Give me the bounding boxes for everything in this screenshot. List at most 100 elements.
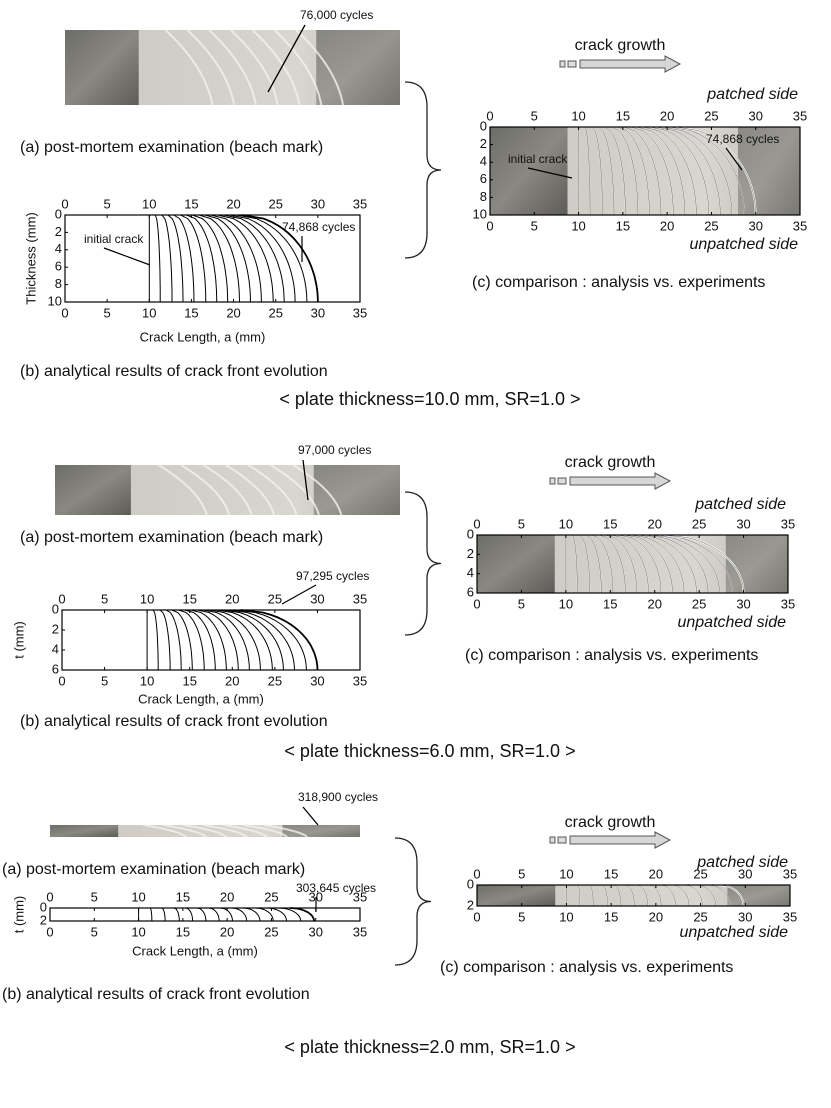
crack-front: [222, 609, 284, 671]
photo-ligament: [313, 465, 400, 515]
crack-front-shadow: [648, 884, 662, 906]
crack-front: [243, 907, 261, 921]
crack-front: [167, 214, 184, 302]
photo-notch: [50, 825, 119, 837]
x-tick-label-bottom: 35: [783, 909, 797, 924]
beach-mark: [295, 29, 345, 106]
cycles-arrow: [302, 459, 309, 501]
crack-front-shadow: [643, 126, 697, 216]
crack-front: [197, 609, 239, 670]
x-tick-label-top: 0: [61, 196, 68, 211]
crack-front: [203, 609, 250, 670]
x-tick-label-top: 30: [310, 591, 324, 606]
growth-arrow: [569, 472, 672, 490]
x-tick-label-bottom: 25: [268, 673, 282, 688]
crack-front-shadow: [611, 126, 639, 215]
unpatched-label: unpatched side: [679, 924, 788, 941]
unpatched-label: unpatched side: [677, 614, 786, 631]
beach-mark: [247, 464, 298, 516]
crack-front: [234, 609, 307, 671]
crack-front: [198, 214, 240, 303]
x-tick-label-top: 25: [692, 516, 706, 531]
photo-notch: [55, 465, 131, 515]
x-tick-label-top: 35: [783, 866, 797, 881]
crack-front: [229, 214, 296, 303]
photo-ligament: [727, 885, 790, 906]
x-tick-label-top: 35: [781, 516, 795, 531]
y-axis-label: t (mm): [11, 621, 26, 659]
crack-front: [231, 907, 248, 921]
beach-mark: [223, 824, 268, 838]
x-tick-label-bottom: 10: [559, 596, 573, 611]
x-tick-label-bottom: 0: [473, 909, 480, 924]
x-tick-label-bottom: 30: [310, 673, 324, 688]
x-tick-label-bottom: 15: [603, 596, 617, 611]
crack-front: [178, 609, 205, 670]
y-tick-label: 8: [480, 189, 487, 204]
plot-frame: [61, 609, 361, 671]
x-tick-label-bottom: 0: [473, 596, 480, 611]
crack-front-shadow: [644, 534, 709, 593]
photo-ligament: [725, 535, 788, 593]
x-tick-label-bottom: 35: [353, 924, 367, 939]
x-tick-label-top: 10: [131, 889, 145, 904]
x-tick-label-top: 30: [748, 108, 762, 123]
caption-a: (a) post-mortem examination (beach mark): [2, 861, 305, 878]
crack-front-shadow: [636, 126, 686, 216]
photo-notch: [490, 127, 568, 215]
beach-mark: [225, 464, 276, 516]
crack-front: [241, 214, 319, 303]
beach-mark: [292, 464, 343, 516]
crack-front-shadow: [660, 884, 676, 906]
y-tick-label: 4: [467, 565, 474, 580]
x-tick-label-top: 20: [660, 108, 674, 123]
beach-mark: [180, 464, 231, 516]
beach-mark: [164, 29, 214, 106]
crack-front: [236, 214, 308, 303]
caption-a: (a) post-mortem examination (beach mark): [20, 529, 323, 546]
crack-front-shadow: [611, 534, 649, 593]
growth-arrow: [579, 55, 682, 73]
y-tick-label: 8: [55, 276, 62, 291]
x-tick-label-bottom: 0: [61, 305, 68, 320]
x-tick-label-bottom: 25: [704, 218, 718, 233]
growth-box: [549, 477, 556, 485]
patched-label: patched side: [694, 496, 786, 513]
x-tick-label-top: 0: [486, 108, 493, 123]
crack-front-shadow: [671, 884, 690, 906]
x-tick-label-top: 10: [142, 196, 156, 211]
y-tick-label: 2: [55, 224, 62, 239]
crack-front: [204, 214, 251, 302]
crack-front: [196, 907, 207, 921]
crack-front-shadow: [613, 884, 622, 906]
x-tick-label-bottom: 5: [531, 218, 538, 233]
y-tick-label: 0: [40, 899, 47, 914]
y-tick-label: 2: [467, 546, 474, 561]
x-tick-label-bottom: 5: [104, 305, 111, 320]
beach-mark: [157, 464, 208, 516]
photo-notch: [477, 885, 556, 906]
beach-mark: [202, 464, 253, 516]
beach-mark: [183, 824, 228, 838]
brace: [404, 81, 442, 259]
x-tick-label-top: 30: [738, 866, 752, 881]
x-tick-label-top: 10: [571, 108, 585, 123]
x-tick-label-top: 5: [91, 889, 98, 904]
x-tick-label-top: 30: [311, 196, 325, 211]
x-tick-label-top: 20: [647, 516, 661, 531]
x-tick-label-top: 25: [268, 591, 282, 606]
beach-mark: [273, 29, 323, 106]
y-axis-label: t (mm): [11, 896, 26, 934]
x-tick-label-bottom: 20: [660, 218, 674, 233]
footer: < plate thickness=6.0 mm, SR=1.0 >: [284, 741, 575, 761]
crack-front-shadow: [650, 126, 709, 216]
x-tick-label-bottom: 30: [308, 924, 322, 939]
crack-front: [289, 907, 315, 921]
x-tick-label-top: 20: [649, 866, 663, 881]
x-tick-label-top: 5: [518, 866, 525, 881]
beach-mark: [263, 824, 308, 838]
x-tick-label-bottom: 5: [518, 596, 525, 611]
plot-frame: [476, 534, 789, 594]
annotation: initial crack: [84, 232, 144, 246]
